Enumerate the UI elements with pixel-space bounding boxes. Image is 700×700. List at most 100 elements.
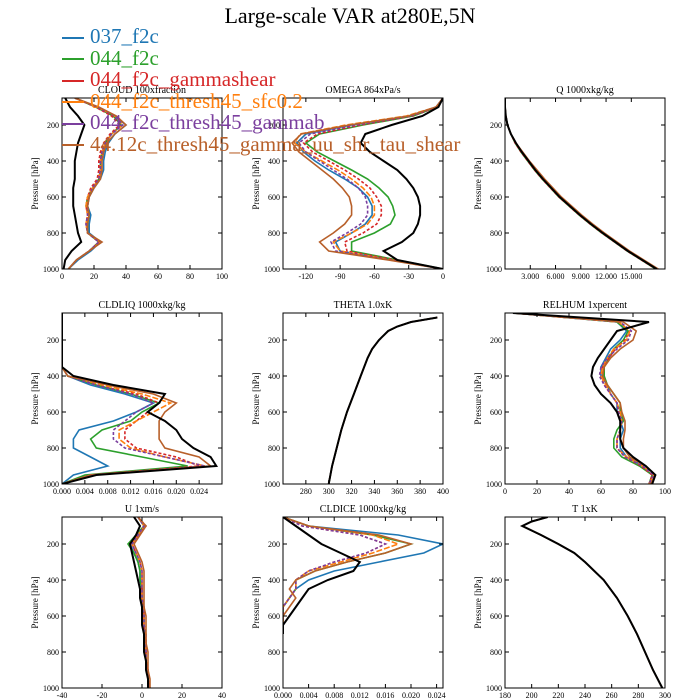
y-tick-label: 400 [47,372,59,381]
series-line [327,316,438,484]
series-line [327,316,438,484]
x-tick-label: 280 [632,691,644,700]
x-tick-label: 40 [122,272,130,281]
x-tick-label: 220 [552,691,564,700]
y-tick-label: 600 [47,612,59,621]
y-tick-label: 1000 [264,265,280,274]
y-tick-label: 1000 [43,684,59,693]
series-group [519,517,664,688]
y-tick-label: 400 [490,372,502,381]
panel: THETA 1.0xK 280 300 320 340 360 380 400 200 400 60… [251,300,449,496]
panel: CLDLIQ 1000xkg/kg 0.000 0.004 0.008 0.012 0.0… [30,300,223,496]
y-tick-label: 800 [268,648,280,657]
legend-label: 044_f2c_thresh45_sfc0.2 [90,88,303,113]
legend-swatch [62,79,84,82]
series-line [283,517,414,634]
x-tick-label: 0.004 [76,487,94,496]
y-tick-label: 1000 [486,684,502,693]
x-tick-label: 20 [90,272,98,281]
legend-label: 44.12c_thresh45_gamma_uu_shr_tau_shear [90,131,461,156]
series-line [520,517,664,688]
y-axis-label: Pressure [hPa] [251,372,261,424]
legend-swatch [62,36,84,39]
legend-entry: 44.12c_thresh45_gamma_uu_shr_tau_shear [62,131,461,156]
reference-line [512,313,657,484]
x-tick-label: 0.012 [351,691,369,700]
series-group [505,98,659,269]
panel-title: U 1xm/s [125,504,159,515]
y-tick-label: 800 [490,648,502,657]
panel-title: T 1xK [572,504,598,515]
legend-swatch [62,101,84,104]
series-group [62,313,219,484]
x-tick-label: 15.000 [620,272,642,281]
x-tick-label: 6.000 [547,272,565,281]
x-tick-label: 0.008 [99,487,117,496]
series-line [327,316,438,484]
series-line [62,313,156,484]
reference-line [128,517,149,688]
y-tick-label: 800 [268,444,280,453]
series-line [505,98,657,269]
x-tick-label: 0 [140,691,144,700]
y-tick-label: 1000 [264,480,280,489]
plot-frame [504,312,666,485]
y-tick-label: 1000 [43,265,59,274]
y-axis-label: Pressure [hPa] [473,576,483,628]
x-tick-label: -30 [403,272,414,281]
x-tick-label: -90 [335,272,346,281]
panel-title: CLOUD 100xfraction [98,85,186,96]
reference-line [62,313,219,484]
y-axis-label: Pressure [hPa] [30,576,40,628]
y-tick-label: 600 [268,408,280,417]
reference-line [359,98,443,269]
y-axis-label: Pressure [hPa] [473,372,483,424]
series-line [505,98,658,269]
x-tick-label: 12.000 [595,272,617,281]
x-tick-label: 0 [503,487,507,496]
series-line [62,313,206,484]
series-group [126,517,151,688]
panel: U 1xm/s -40 -20 0 20 40 200 400 600 800 1000 Pressu… [30,504,226,700]
panel: Q 1000xkg/kg 3.000 6.000 9.000 12.000 15.000 2… [473,85,666,281]
x-tick-label: 60 [154,272,162,281]
y-tick-label: 800 [490,229,502,238]
x-tick-label: 200 [526,691,538,700]
reference-line [283,517,362,634]
y-tick-label: 1000 [486,265,502,274]
series-line [327,316,438,484]
series-group [283,517,443,634]
y-tick-label: 200 [47,336,59,345]
y-axis-label: Pressure [hPa] [30,157,40,209]
plot-frame [282,312,444,485]
y-tick-label: 800 [490,444,502,453]
y-tick-label: 1000 [264,684,280,693]
y-tick-label: 800 [268,229,280,238]
plot-frame [61,312,223,485]
y-tick-label: 600 [268,612,280,621]
x-tick-label: 300 [323,487,335,496]
series-line [520,517,664,688]
x-tick-label: 400 [437,487,449,496]
panel: OMEGA 864xPa/s -120 -90 -60 -30 0 200 400 600 800… [251,85,445,281]
legend-entry: 037_f2c [62,25,460,48]
y-axis-label: Pressure [hPa] [473,157,483,209]
x-tick-label: 0.024 [190,487,208,496]
x-tick-label: 280 [300,487,312,496]
y-tick-label: 200 [268,121,280,130]
x-tick-label: 0 [441,272,445,281]
series-line [327,316,438,484]
series-line [133,517,151,688]
x-tick-label: 0.012 [122,487,140,496]
x-tick-label: 80 [186,272,194,281]
x-tick-label: 40 [218,691,226,700]
series-line [520,517,664,688]
y-tick-label: 200 [490,121,502,130]
panel: RELHUM 1xpercent 0 20 40 60 80 100 200 400 600 800… [473,300,671,496]
y-tick-label: 200 [490,336,502,345]
y-tick-label: 800 [47,444,59,453]
legend-entry: 044_f2c_thresh45_gammab [62,111,460,134]
series-line [283,517,443,634]
panel: CLOUD 100xfraction 0 20 40 60 80 100 200 400 600 8… [30,85,228,281]
